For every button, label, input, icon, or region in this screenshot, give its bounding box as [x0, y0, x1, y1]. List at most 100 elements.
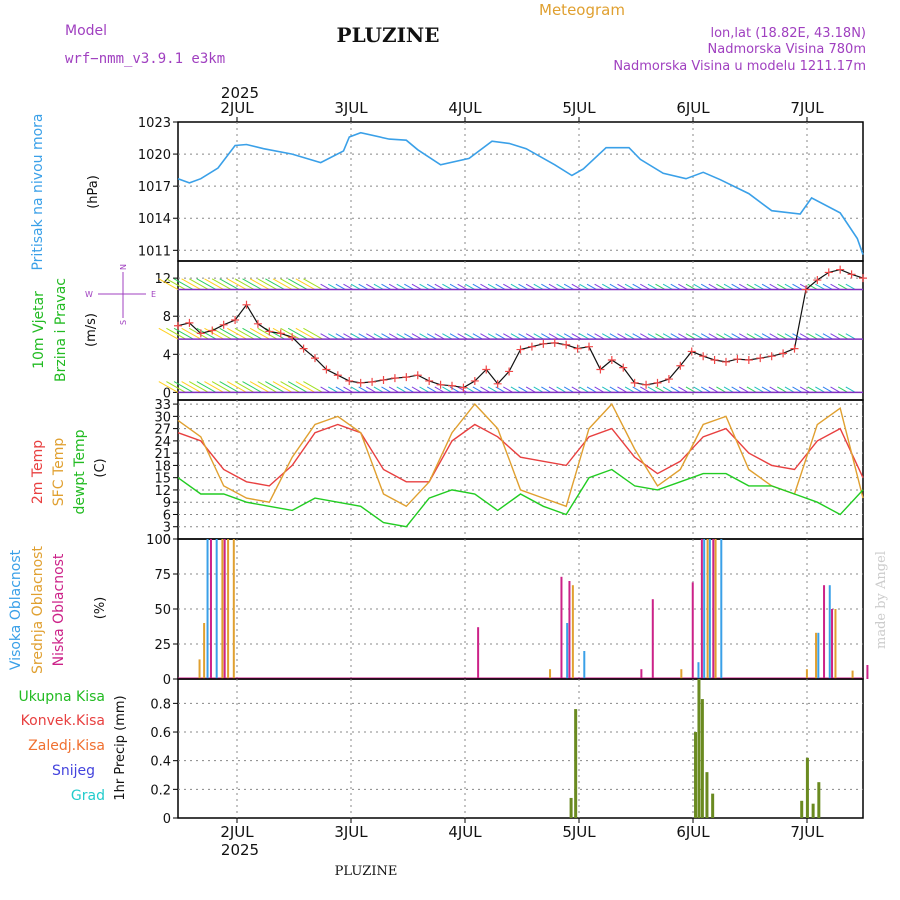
- wind-barb: [495, 386, 506, 393]
- precip-bar: [817, 782, 821, 818]
- wind-barb: [617, 386, 628, 393]
- high-cloud-bar: [720, 539, 723, 679]
- wind-gust-marker: [333, 371, 342, 380]
- precip-panel: 0 0.2 0.4 0.6 0.8: [150, 678, 864, 827]
- low-cloud-bar: [831, 609, 834, 679]
- wind-barb: [457, 333, 468, 340]
- wind-barb: [723, 283, 734, 290]
- wind-barb: [335, 333, 346, 340]
- wind-barb: [594, 283, 605, 290]
- wind-barb: [738, 386, 750, 393]
- wind-gust-marker: [390, 374, 399, 383]
- wind-barb: [303, 278, 323, 290]
- wind-barb: [700, 386, 712, 393]
- cloud-ylabel: (%): [93, 597, 108, 620]
- y-tick-label: 1023: [138, 116, 171, 131]
- wind-gust-marker: [676, 361, 685, 370]
- wind-gust-marker: [847, 270, 856, 279]
- y-tick-label: 3: [163, 521, 171, 536]
- temp2m-label: 2m Temp: [30, 440, 46, 504]
- wind-barb: [655, 333, 666, 340]
- wind-barb: [510, 386, 521, 393]
- wind-barb: [624, 386, 635, 393]
- wind-gust-marker: [744, 356, 753, 365]
- wind-barb: [670, 283, 681, 290]
- wind-barb: [249, 327, 270, 340]
- wind-barb: [533, 386, 544, 393]
- low-cloud-bar: [209, 539, 212, 679]
- wind-barb: [287, 381, 308, 393]
- wind-barb: [647, 283, 658, 290]
- wind-barb: [518, 283, 529, 290]
- wind-barb: [388, 333, 399, 340]
- wind-barb: [799, 386, 810, 393]
- wind-barb: [609, 386, 620, 393]
- wind-barb: [731, 283, 742, 290]
- wind-barb: [503, 333, 514, 340]
- high-cloud-bar: [566, 623, 569, 679]
- top-day-label: 2JUL: [220, 99, 254, 117]
- bottom-x-axis: 2025 2JUL 3JUL 4JUL 5JUL 6JUL 7JUL: [220, 818, 824, 859]
- wind-gust-marker: [299, 344, 308, 353]
- wind-barb: [685, 283, 696, 290]
- precip-bar: [694, 732, 698, 818]
- wind-barb: [234, 327, 255, 340]
- wind-barb: [525, 333, 536, 340]
- wind-barb: [320, 283, 331, 290]
- wind-barb: [586, 386, 597, 393]
- wind-barb: [265, 381, 285, 393]
- dewpt-label: dewpt Temp: [72, 429, 88, 514]
- wind-barb: [777, 386, 788, 393]
- wind-barb: [358, 333, 369, 340]
- wind-gust-marker: [733, 355, 742, 364]
- wind-barb: [196, 381, 217, 393]
- wind-barb: [487, 283, 498, 290]
- bottom-day-label: 7JUL: [790, 823, 824, 841]
- wind-barb: [480, 386, 491, 393]
- wind-barb: [655, 386, 666, 393]
- y-tick-label: 75: [154, 568, 171, 583]
- wind-barb: [257, 327, 278, 340]
- y-tick-label: 1017: [138, 180, 171, 195]
- wind-title: 10m Vjetar: [31, 291, 47, 369]
- wind-barb: [799, 283, 810, 290]
- compass-south: S: [119, 320, 128, 325]
- wind-gust-marker: [699, 352, 708, 361]
- mid-cloud-bar: [714, 539, 717, 679]
- wind-barb: [249, 381, 270, 393]
- wind-barb: [563, 333, 575, 340]
- wind-barb: [563, 386, 575, 393]
- wind-barb: [670, 386, 681, 393]
- wind-barb: [845, 283, 856, 290]
- wind-barb: [487, 333, 498, 340]
- wind-barb: [166, 278, 186, 290]
- wind-barb: [685, 386, 696, 393]
- wind-gust-marker: [436, 380, 445, 389]
- pressure-panel: 1011 1014 1017 1020 1023: [138, 116, 864, 262]
- wind-barb: [396, 386, 407, 393]
- wind-barb: [373, 283, 384, 290]
- wind-barb: [335, 283, 346, 290]
- wind-barb: [426, 386, 438, 393]
- wind-barb: [525, 386, 536, 393]
- precip-hail-label: Grad: [71, 788, 105, 804]
- wind-barb: [272, 278, 293, 290]
- precip-total-label: Ukupna Kisa: [18, 689, 105, 705]
- wind-barb: [442, 333, 453, 340]
- bottom-day-label: 3JUL: [334, 823, 368, 841]
- precip-bar: [800, 800, 804, 818]
- wind-barb: [327, 283, 339, 290]
- dewpt-series-line: [177, 468, 864, 528]
- precip-ylabel: 1hr Precip (mm): [113, 695, 128, 800]
- wind-barb: [358, 283, 369, 290]
- wind-barb: [404, 333, 415, 340]
- wind-barb: [769, 333, 780, 340]
- wind-barb: [533, 283, 544, 290]
- precip-freezing-label: Zaledj.Kisa: [28, 738, 105, 754]
- wind-gust-marker: [756, 354, 765, 363]
- wind-gust-marker: [767, 352, 776, 361]
- y-tick-label: 6: [163, 508, 171, 523]
- wind-gust-marker: [311, 354, 319, 363]
- wind-barb: [769, 386, 780, 393]
- wind-barb: [280, 327, 301, 340]
